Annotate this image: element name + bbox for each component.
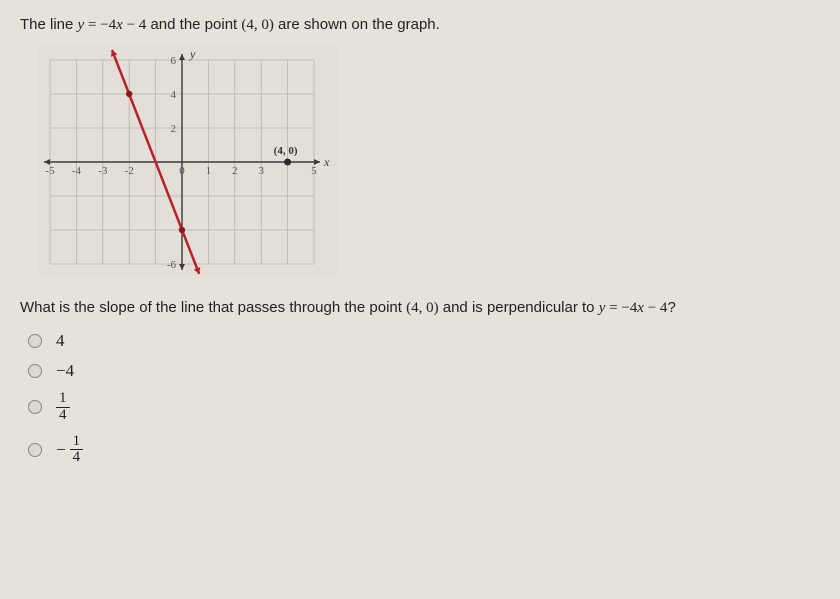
svg-text:0: 0 <box>179 165 185 177</box>
q-point: (4, 0) <box>241 17 274 33</box>
svg-text:1: 1 <box>206 165 212 177</box>
svg-text:5: 5 <box>311 165 317 177</box>
f-eq-rhs: −4x − 4 <box>621 300 667 316</box>
svg-text:2: 2 <box>171 123 177 135</box>
q-prefix: The line <box>20 16 78 33</box>
option-c[interactable]: 14 <box>28 391 820 424</box>
svg-text:4: 4 <box>171 89 177 101</box>
q-suffix: are shown on the graph. <box>274 16 440 33</box>
svg-text:(4, 0): (4, 0) <box>274 145 298 157</box>
answer-options: 4 −4 14 − 14 <box>28 331 820 466</box>
svg-text:-6: -6 <box>167 259 177 271</box>
f-prefix: What is the slope of the line that passe… <box>20 299 406 316</box>
radio-icon <box>28 334 42 348</box>
f-point: (4, 0) <box>406 300 439 316</box>
q-eq-eq: = <box>84 17 100 33</box>
q-eq-rhs: −4x − 4 <box>100 17 146 33</box>
svg-text:-4: -4 <box>72 165 82 177</box>
coordinate-graph: -5 -4 -3 -2 0 1 2 3 5 2 4 6 -6 y x (4, 0) <box>38 46 820 281</box>
option-d[interactable]: − 14 <box>28 434 820 467</box>
svg-text:3: 3 <box>258 165 264 177</box>
radio-icon <box>28 443 42 457</box>
f-suffix: ? <box>667 299 675 316</box>
radio-icon <box>28 400 42 414</box>
svg-text:-3: -3 <box>98 165 108 177</box>
svg-text:2: 2 <box>232 165 238 177</box>
option-a[interactable]: 4 <box>28 331 820 351</box>
question-intro: The line y = −4x − 4 and the point (4, 0… <box>20 16 820 34</box>
svg-text:x: x <box>323 155 330 169</box>
graph-svg: -5 -4 -3 -2 0 1 2 3 5 2 4 6 -6 y x (4, 0) <box>38 46 338 276</box>
svg-text:6: 6 <box>171 55 177 67</box>
svg-text:y: y <box>189 47 196 61</box>
svg-text:-2: -2 <box>125 165 134 177</box>
svg-text:-5: -5 <box>45 165 55 177</box>
f-mid: and is perpendicular to <box>439 299 599 316</box>
option-b-label: −4 <box>56 361 74 381</box>
option-c-label: 14 <box>56 391 70 424</box>
q-mid: and the point <box>146 16 241 33</box>
option-b[interactable]: −4 <box>28 361 820 381</box>
option-a-label: 4 <box>56 331 65 351</box>
option-d-label: − 14 <box>56 434 83 467</box>
radio-icon <box>28 364 42 378</box>
f-eq-eq: = <box>605 300 621 316</box>
followup-question: What is the slope of the line that passe… <box>20 299 820 317</box>
